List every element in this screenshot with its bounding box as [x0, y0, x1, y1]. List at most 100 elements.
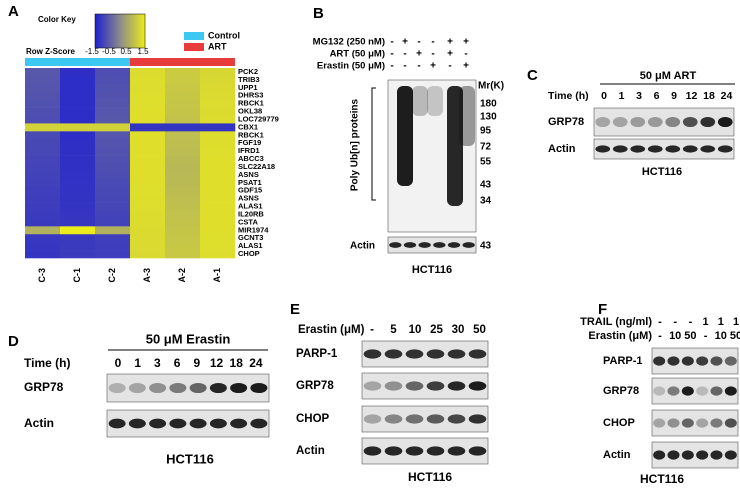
- band: [630, 116, 646, 128]
- treatment-sign: -: [658, 330, 662, 342]
- heatmap-cell: [25, 163, 61, 172]
- time-value: 0: [115, 356, 122, 370]
- band: [149, 418, 167, 429]
- time-value: 9: [671, 90, 677, 102]
- gene-label: RBCK1: [238, 99, 264, 108]
- heatmap-cell: [95, 242, 131, 251]
- bracket: [371, 87, 376, 201]
- heatmap-cell: [25, 250, 61, 259]
- treatment-sign: 10: [669, 330, 681, 342]
- heatmap-cell: [95, 107, 131, 116]
- band: [426, 381, 445, 391]
- gene-label: CSTA: [238, 217, 258, 226]
- heatmap-cell: [165, 155, 201, 164]
- time-value: 24: [249, 356, 263, 370]
- treatment-sign: -: [390, 49, 393, 60]
- row-label: GRP78: [603, 385, 639, 397]
- band: [653, 386, 666, 396]
- dose-value: 30: [452, 324, 465, 336]
- band: [724, 356, 737, 366]
- gene-label: SLC22A18: [238, 162, 275, 171]
- time-value: 6: [174, 356, 181, 370]
- heatmap-cell: [200, 68, 236, 77]
- heatmap-cell: [200, 91, 236, 100]
- heatmap-cell: [200, 139, 236, 148]
- heatmap-cell: [95, 218, 131, 227]
- heatmap-cell: [200, 99, 236, 108]
- heatmap-cell: [60, 91, 96, 100]
- band: [612, 145, 628, 153]
- band: [447, 414, 466, 424]
- treatment-sign: -: [448, 61, 451, 72]
- scale-label: 0.5: [120, 47, 132, 56]
- band: [384, 446, 403, 456]
- row-label: PARP-1: [603, 355, 643, 367]
- band: [468, 381, 487, 391]
- heatmap-cell: [60, 139, 96, 148]
- heatmap-cell: [165, 178, 201, 188]
- heatmap-cell: [165, 107, 201, 116]
- band: [653, 450, 666, 460]
- smear: [447, 86, 463, 206]
- mw-marker: 180: [480, 99, 497, 110]
- heatmap-cell: [60, 68, 96, 77]
- heatmap-cell: [25, 194, 61, 203]
- heatmap-cell: [25, 131, 61, 140]
- band: [612, 116, 628, 128]
- heatmap-cell: [60, 123, 96, 132]
- mw-marker: 130: [480, 112, 497, 123]
- band: [682, 145, 698, 153]
- band: [363, 414, 382, 424]
- heatmap-cell: [95, 139, 131, 148]
- band: [405, 349, 424, 359]
- heatmap-cell: [95, 147, 131, 156]
- heatmap-cell: [130, 107, 166, 116]
- heatmap-cell: [165, 99, 201, 108]
- heatmap-cell: [25, 91, 61, 100]
- band: [667, 418, 680, 428]
- heatmap-cell: [95, 202, 131, 211]
- band: [724, 418, 737, 428]
- time-value: 12: [210, 356, 224, 370]
- heatmap-cell: [60, 147, 96, 156]
- gene-label: LOC729779: [238, 114, 279, 123]
- band: [405, 414, 424, 424]
- scale-label: -0.5: [102, 47, 116, 56]
- heatmap-cell: [60, 131, 96, 140]
- band: [384, 349, 403, 359]
- heatmap-cell: [165, 115, 201, 124]
- row-label: CHOP: [296, 413, 330, 425]
- cell-line: HCT116: [408, 470, 452, 484]
- heatmap-cell: [25, 115, 61, 124]
- heatmap-cell: [25, 99, 61, 108]
- sample-label: A-1: [212, 268, 222, 283]
- color-key-title: Color Key: [38, 15, 76, 24]
- blot: [651, 441, 739, 469]
- blot: [651, 377, 739, 405]
- gene-label: ASNS: [238, 170, 259, 179]
- treatment-sign: -: [673, 316, 677, 328]
- heatmap-cell: [200, 123, 236, 132]
- time-label: Time (h): [548, 90, 589, 102]
- heatmap-cell: [25, 155, 61, 164]
- time-value: 24: [721, 90, 733, 102]
- heatmap-cell: [95, 250, 131, 259]
- band: [128, 382, 146, 394]
- treatment-sign: +: [447, 49, 453, 60]
- heatmap-cell: [95, 99, 131, 108]
- heatmap-cell: [95, 170, 131, 180]
- panel-letter: C: [527, 67, 538, 84]
- panel-letter: B: [313, 5, 324, 22]
- treatment-label: ART (50 μM): [330, 49, 385, 60]
- band: [667, 386, 680, 396]
- row-label: Actin: [350, 241, 375, 252]
- band: [681, 450, 694, 460]
- band: [363, 446, 382, 456]
- band: [696, 418, 709, 428]
- band: [433, 242, 446, 248]
- heatmap-cell: [95, 163, 131, 172]
- treatment-sign: 10: [715, 330, 727, 342]
- heatmap-cell: [165, 170, 201, 180]
- heatmap-cell: [130, 210, 166, 219]
